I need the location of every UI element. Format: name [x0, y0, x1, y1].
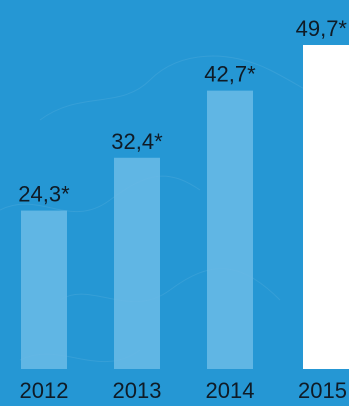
x-tick-2014: 2014 — [206, 378, 255, 403]
bars-layer — [21, 44, 349, 369]
data-labels-layer: 24,3* 32,4* 42,7* 49,7* — [18, 16, 347, 207]
bar-2012 — [21, 210, 67, 369]
bar-2013 — [114, 157, 160, 369]
bar-2015 — [303, 44, 349, 369]
x-tick-2012: 2012 — [20, 378, 69, 403]
data-label-2014: 42,7* — [204, 62, 256, 87]
data-label-2013: 32,4* — [111, 129, 163, 154]
data-label-2012: 24,3* — [18, 182, 70, 207]
x-tick-2015: 2015 — [298, 378, 347, 403]
x-tick-2013: 2013 — [113, 378, 162, 403]
data-label-2015: 49,7* — [296, 16, 348, 41]
bar-2014 — [207, 90, 253, 369]
x-axis-ticks: 2012 2013 2014 2015 — [20, 378, 347, 403]
